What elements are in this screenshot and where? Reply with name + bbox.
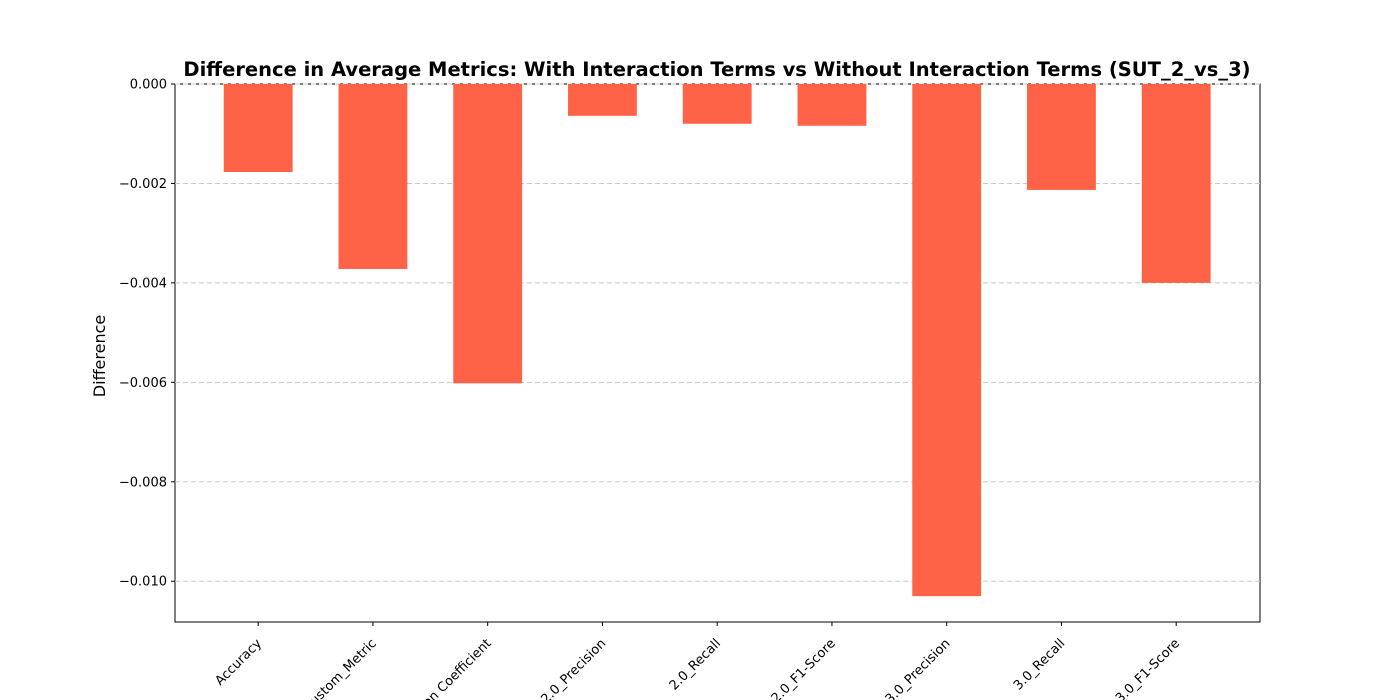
x-tick-label: 2.0_Precision [538, 636, 609, 700]
y-axis-label: Difference [90, 315, 109, 397]
plot-frame [174, 83, 1261, 623]
bar [223, 84, 293, 173]
x-tick-label: Correlation Coefficient [381, 636, 495, 700]
bar [1027, 84, 1096, 190]
x-tick-label: 2.0_Recall [667, 636, 724, 693]
x-tick-label: 3.0_F1-Score [1113, 636, 1183, 700]
bar [453, 84, 523, 384]
bar [1141, 84, 1211, 283]
y-tick-label: 0.000 [130, 78, 167, 93]
y-tick-label: −0.004 [119, 276, 167, 291]
y-tick-label: −0.006 [119, 376, 167, 391]
bar [912, 84, 982, 597]
chart-title: Difference in Average Metrics: With Inte… [183, 58, 1250, 81]
x-tick-label: Accuracy [212, 636, 265, 689]
x-tick-label: 3.0_Recall [1011, 636, 1068, 693]
bar [338, 84, 408, 269]
bar [568, 84, 637, 116]
x-tick-label: Custom_Metric [301, 636, 380, 700]
bar [797, 84, 867, 126]
bar [682, 84, 752, 124]
x-tick-label: 3.0_Precision [883, 636, 954, 700]
y-tick-label: −0.002 [119, 177, 167, 192]
y-tick-label: −0.010 [119, 575, 167, 590]
x-tick-label: 2.0_F1-Score [769, 636, 839, 700]
y-tick-label: −0.008 [119, 475, 167, 490]
